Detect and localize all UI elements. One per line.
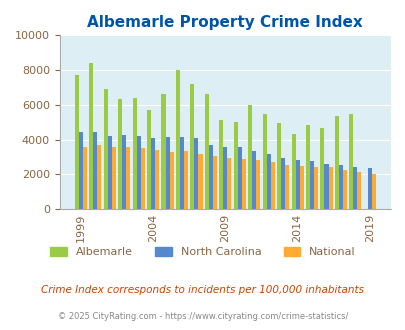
Bar — [89, 63, 93, 209]
Bar — [266, 154, 270, 209]
Bar — [132, 98, 136, 209]
Bar — [97, 145, 101, 209]
Bar — [233, 122, 237, 209]
Bar — [324, 164, 328, 209]
Bar — [291, 134, 295, 209]
Bar — [223, 147, 227, 209]
Bar — [194, 138, 198, 209]
Bar — [241, 159, 245, 209]
Bar — [93, 132, 97, 209]
Bar — [179, 137, 183, 209]
Bar — [334, 116, 338, 209]
Bar — [155, 150, 159, 209]
Bar — [313, 167, 318, 209]
Bar — [262, 114, 266, 209]
Bar — [237, 148, 241, 209]
Bar — [305, 125, 309, 209]
Bar — [342, 170, 346, 209]
Bar — [198, 153, 202, 209]
Bar — [328, 167, 332, 209]
Legend: Albemarle, North Carolina, National: Albemarle, North Carolina, National — [46, 242, 359, 262]
Bar — [252, 151, 256, 209]
Bar — [75, 75, 79, 209]
Text: © 2025 CityRating.com - https://www.cityrating.com/crime-statistics/: © 2025 CityRating.com - https://www.city… — [58, 312, 347, 321]
Bar — [338, 165, 342, 209]
Bar — [320, 128, 324, 209]
Bar — [356, 172, 360, 209]
Bar — [165, 137, 169, 209]
Bar — [83, 147, 87, 209]
Bar — [352, 167, 356, 209]
Bar — [107, 136, 111, 209]
Bar — [212, 156, 216, 209]
Bar — [270, 162, 274, 209]
Bar — [151, 138, 155, 209]
Bar — [280, 158, 284, 209]
Bar — [183, 151, 188, 209]
Bar — [277, 123, 280, 209]
Bar — [208, 145, 212, 209]
Title: Albemarle Property Crime Index: Albemarle Property Crime Index — [87, 15, 362, 30]
Bar — [118, 99, 122, 209]
Bar — [126, 148, 130, 209]
Bar — [169, 152, 173, 209]
Bar — [367, 168, 371, 209]
Bar — [295, 160, 299, 209]
Bar — [205, 94, 208, 209]
Bar — [103, 89, 107, 209]
Bar — [122, 135, 126, 209]
Bar — [227, 158, 231, 209]
Bar — [136, 136, 140, 209]
Bar — [161, 94, 165, 209]
Bar — [190, 84, 194, 209]
Bar — [147, 110, 151, 209]
Bar — [79, 132, 83, 209]
Bar — [284, 165, 288, 209]
Bar — [371, 174, 375, 209]
Bar — [140, 148, 144, 209]
Bar — [175, 70, 179, 209]
Text: Crime Index corresponds to incidents per 100,000 inhabitants: Crime Index corresponds to incidents per… — [41, 285, 364, 295]
Bar — [348, 114, 352, 209]
Bar — [247, 105, 252, 209]
Bar — [219, 120, 223, 209]
Bar — [111, 147, 115, 209]
Bar — [256, 160, 260, 209]
Bar — [299, 166, 303, 209]
Bar — [309, 161, 313, 209]
